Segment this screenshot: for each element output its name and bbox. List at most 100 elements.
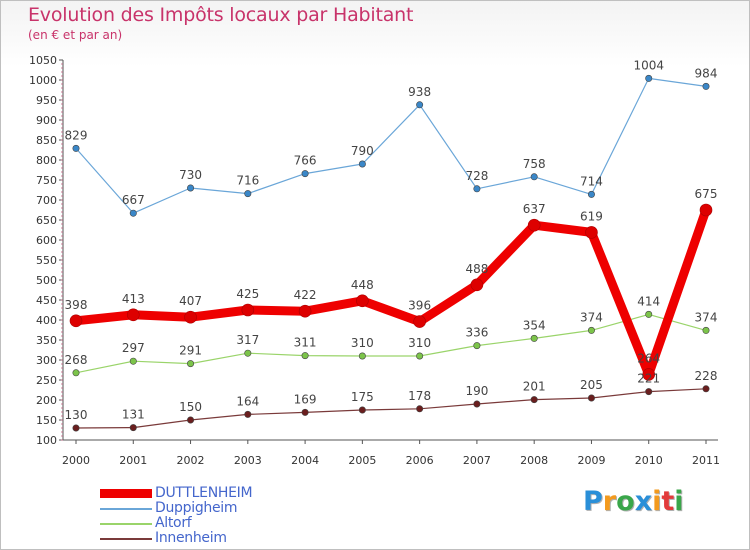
data-label: 169	[294, 392, 317, 406]
chart-subtitle: (en € et par an)	[28, 28, 123, 42]
y-tick-label: 950	[36, 94, 57, 107]
data-point	[301, 408, 309, 416]
legend-label: DUTTLENHEIM	[155, 485, 253, 501]
data-point	[702, 82, 710, 90]
data-label: 175	[351, 390, 374, 404]
data-label: 221	[637, 372, 660, 386]
logo-letter: i	[652, 486, 662, 517]
data-point	[72, 144, 80, 152]
legend-item-duppigheim: Duppigheim	[100, 501, 360, 516]
x-tick-label: 2009	[577, 454, 605, 467]
data-label: 374	[695, 310, 718, 324]
data-label: 448	[351, 278, 374, 292]
data-point	[530, 173, 538, 181]
y-tick-label: 150	[36, 414, 57, 427]
y-tick-label: 650	[36, 214, 57, 227]
legend-swatch	[100, 538, 152, 540]
data-point	[358, 406, 366, 414]
data-label: 336	[465, 326, 488, 340]
data-point	[645, 310, 653, 318]
data-label: 758	[523, 157, 546, 171]
data-label: 131	[122, 408, 145, 422]
series-line-innenheim	[75, 388, 707, 429]
data-label: 268	[65, 353, 88, 367]
y-tick-label: 750	[36, 174, 57, 187]
x-tick-label: 2008	[520, 454, 548, 467]
data-point	[587, 326, 595, 334]
data-point	[187, 184, 195, 192]
data-label: 1004	[633, 58, 664, 72]
data-label: 637	[523, 202, 546, 216]
y-tick-label: 350	[36, 334, 57, 347]
logo-letter: o	[616, 486, 635, 517]
y-tick-label: 200	[36, 394, 57, 407]
data-point	[702, 385, 710, 393]
data-label: 317	[236, 333, 259, 347]
data-point	[473, 185, 481, 193]
data-point	[416, 405, 424, 413]
logo-letter: P	[583, 486, 603, 517]
data-point	[527, 218, 541, 232]
x-tick-label: 2006	[406, 454, 434, 467]
data-point	[587, 394, 595, 402]
data-point	[413, 315, 426, 328]
legend-label: Innenheim	[155, 530, 227, 546]
data-label: 716	[236, 174, 259, 188]
data-point	[358, 160, 366, 168]
data-label: 730	[179, 168, 202, 182]
data-label: 413	[122, 292, 145, 306]
logo-letter: i	[674, 486, 684, 517]
data-point	[244, 410, 252, 418]
data-label: 938	[408, 85, 431, 99]
data-label: 150	[179, 400, 202, 414]
data-label: 398	[65, 298, 88, 312]
data-point	[642, 368, 656, 381]
data-point	[244, 349, 252, 357]
data-label: 396	[408, 299, 431, 313]
data-label: 422	[294, 288, 317, 302]
y-tick-label: 1050	[29, 54, 57, 67]
x-tick-label: 2003	[234, 454, 262, 467]
y-tick-label: 300	[36, 354, 57, 367]
data-label: 264	[637, 351, 660, 365]
proxiti-logo: Proxiti	[583, 486, 684, 517]
x-tick-label: 2002	[177, 454, 205, 467]
data-label: 297	[122, 341, 145, 355]
data-point	[129, 357, 137, 365]
data-point	[702, 326, 710, 334]
data-point	[416, 101, 424, 109]
data-label: 675	[695, 187, 718, 201]
data-label: 311	[294, 336, 317, 350]
legend-swatch	[100, 523, 152, 525]
data-label: 178	[408, 389, 431, 403]
y-tick-label: 900	[36, 114, 57, 127]
data-label: 728	[465, 169, 488, 183]
data-label: 374	[580, 310, 603, 324]
data-label: 984	[695, 66, 718, 80]
data-point	[129, 209, 137, 217]
x-tick-label: 2005	[348, 454, 376, 467]
legend-label: Duppigheim	[155, 500, 238, 516]
data-label: 354	[523, 318, 546, 332]
x-tick-label: 2004	[291, 454, 319, 467]
data-point	[72, 424, 80, 432]
y-tick-label: 850	[36, 134, 57, 147]
data-label: 619	[580, 209, 603, 223]
y-tick-label: 250	[36, 374, 57, 387]
logo-letter: x	[634, 486, 653, 517]
data-label: 310	[408, 336, 431, 350]
x-tick-label: 2007	[463, 454, 491, 467]
data-point	[358, 352, 366, 360]
x-tick-label: 2011	[692, 454, 720, 467]
y-tick-label: 400	[36, 314, 57, 327]
data-label: 291	[179, 344, 202, 358]
data-label: 790	[351, 144, 374, 158]
data-point	[301, 352, 309, 360]
data-point	[126, 308, 140, 322]
data-point	[470, 278, 484, 292]
data-point	[301, 170, 309, 178]
data-label: 201	[523, 380, 546, 394]
data-point	[298, 304, 312, 318]
